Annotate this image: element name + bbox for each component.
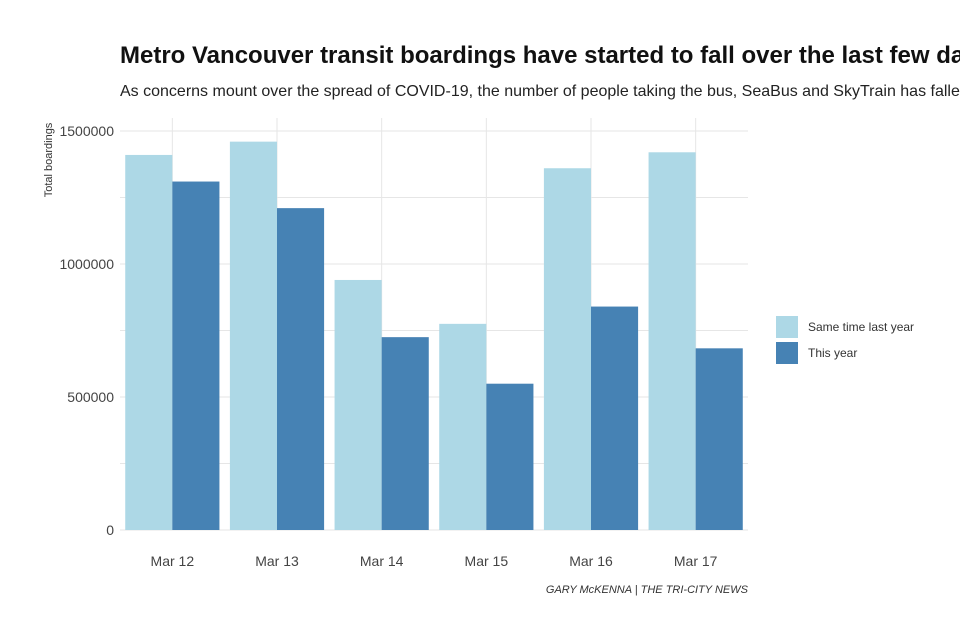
x-tick-labels: Mar 12 Mar 13 Mar 14 Mar 15 Mar 16 Mar 17 bbox=[151, 553, 718, 569]
bar-this-year bbox=[172, 181, 220, 531]
y-axis-label: Total boardings bbox=[43, 122, 55, 197]
y-tick-label: 1500000 bbox=[59, 123, 114, 139]
legend-label: This year bbox=[808, 346, 857, 360]
bar-last-year bbox=[439, 323, 487, 530]
bar-this-year bbox=[591, 306, 639, 530]
bar-last-year bbox=[334, 279, 382, 530]
y-tick-label: 0 bbox=[106, 522, 114, 538]
legend-swatch bbox=[776, 342, 798, 364]
bar-this-year bbox=[277, 208, 325, 530]
x-tick-label: Mar 12 bbox=[151, 553, 195, 569]
x-tick-label: Mar 13 bbox=[255, 553, 299, 569]
chart-title: Metro Vancouver transit boardings have s… bbox=[120, 42, 960, 69]
legend-swatch bbox=[776, 316, 798, 338]
x-tick-label: Mar 16 bbox=[569, 553, 613, 569]
bar-this-year bbox=[486, 383, 534, 530]
bar-this-year bbox=[695, 348, 743, 530]
y-tick-label: 500000 bbox=[67, 389, 114, 405]
chart-caption: GARY McKENNA | THE TRI-CITY NEWS bbox=[546, 584, 749, 596]
bar-last-year bbox=[125, 154, 173, 530]
bars bbox=[125, 141, 743, 531]
x-tick-label: Mar 15 bbox=[465, 553, 509, 569]
x-tick-label: Mar 17 bbox=[674, 553, 718, 569]
bar-last-year bbox=[648, 152, 696, 530]
legend: Same time last year This year bbox=[776, 316, 914, 364]
bar-last-year bbox=[543, 168, 591, 531]
bar-last-year bbox=[229, 141, 277, 530]
chart-subtitle: As concerns mount over the spread of COV… bbox=[120, 83, 960, 100]
legend-label: Same time last year bbox=[808, 320, 914, 334]
x-tick-label: Mar 14 bbox=[360, 553, 404, 569]
bar-this-year bbox=[381, 337, 429, 530]
y-tick-label: 1000000 bbox=[59, 256, 114, 272]
y-tick-labels: 0 500000 1000000 1500000 bbox=[59, 123, 114, 538]
